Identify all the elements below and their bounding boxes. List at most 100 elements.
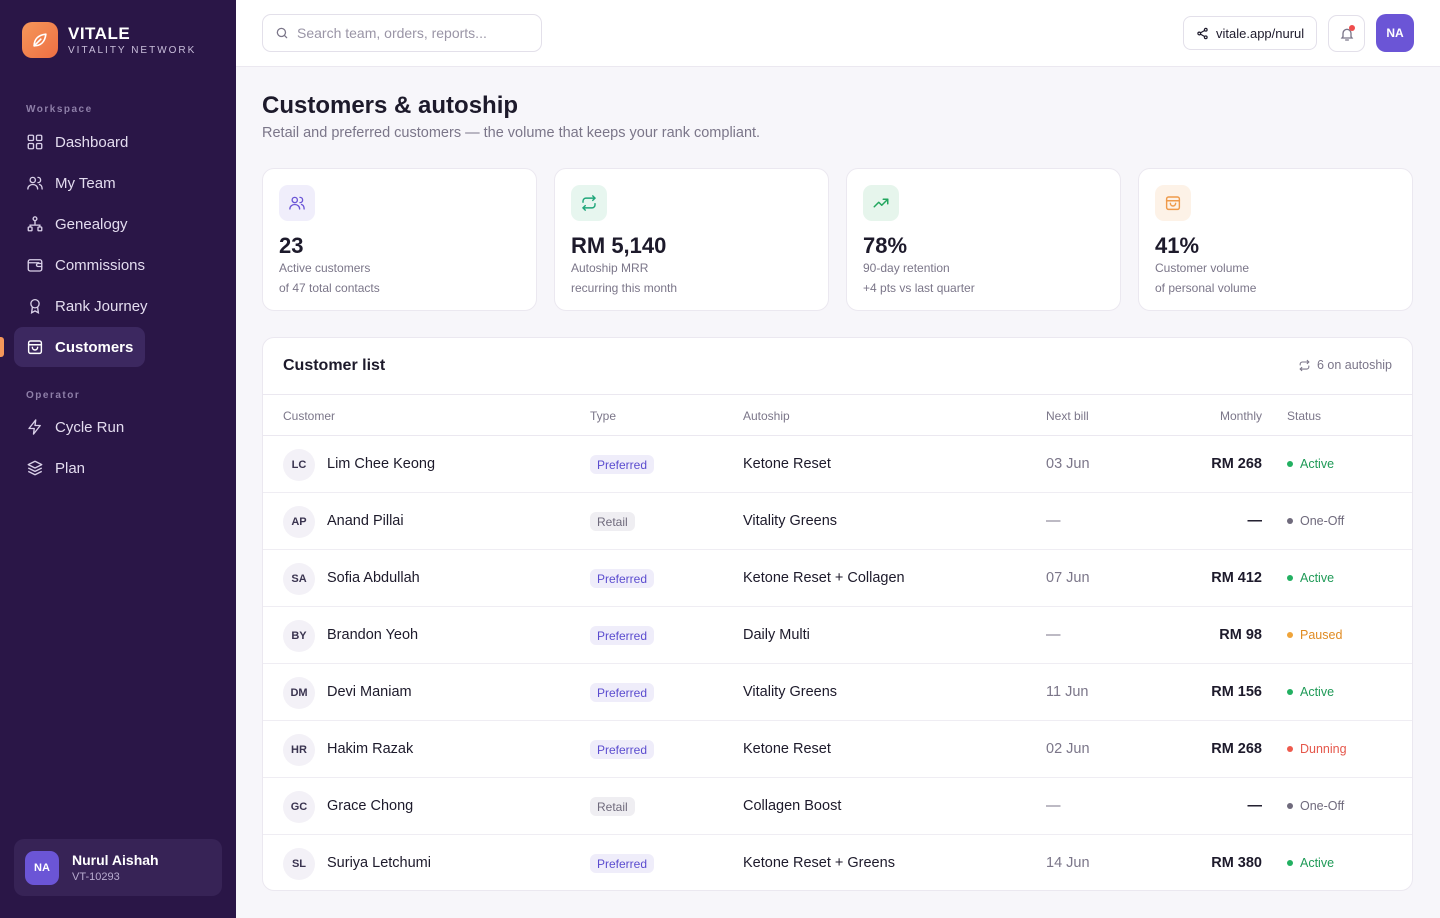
sidebar-item-dashboard[interactable]: Dashboard: [14, 122, 140, 162]
next-bill-date: —: [1046, 627, 1061, 643]
autoship-product: Daily Multi: [743, 627, 810, 643]
next-bill-date: 07 Jun: [1046, 570, 1090, 586]
table-row[interactable]: GC Grace Chong Retail Collagen Boost — — One-O…: [263, 778, 1412, 835]
status-badge: One-Off: [1287, 514, 1344, 528]
brand[interactable]: VITALE VITALITY NETWORK: [22, 22, 196, 58]
share-link-label: vitale.app/nurul: [1216, 25, 1305, 41]
table-row[interactable]: HR Hakim Razak Preferred Ketone Reset 02 Jun…: [263, 721, 1412, 778]
monthly-amount: RM 268: [1211, 456, 1262, 472]
bell-icon: [1340, 28, 1353, 41]
monthly-amount: RM 98: [1219, 627, 1262, 643]
customer-name[interactable]: Sofia Abdullah: [327, 570, 420, 586]
autoship-count-label: 6 on autoship: [1316, 358, 1392, 372]
column-header-monthly[interactable]: Monthly: [1219, 409, 1262, 423]
status-badge: Active: [1287, 457, 1334, 471]
sidebar-item-customers[interactable]: Customers: [14, 327, 146, 367]
kpi-value: 78%: [863, 233, 908, 258]
user-name: Nurul Aishah: [72, 852, 159, 868]
column-header-type[interactable]: Type: [590, 409, 617, 423]
column-header-status[interactable]: Status: [1287, 409, 1322, 423]
customer-name[interactable]: Hakim Razak: [327, 741, 414, 757]
customer-name[interactable]: Anand Pillai: [327, 513, 404, 529]
kpi-sub: of 47 total contacts: [279, 281, 380, 295]
sidebar-item-label: Commissions: [55, 256, 146, 274]
table-row[interactable]: BY Brandon Yeoh Preferred Daily Multi — RM 98…: [263, 607, 1412, 664]
status-badge: Active: [1287, 571, 1334, 585]
status-badge: Dunning: [1287, 742, 1347, 756]
customer-name[interactable]: Grace Chong: [327, 798, 414, 814]
share-icon: [1197, 27, 1208, 39]
monthly-amount: RM 380: [1211, 855, 1262, 871]
notification-dot: [1349, 25, 1355, 31]
customer-avatar: HR: [283, 734, 315, 766]
status-dot: [1287, 575, 1293, 581]
autoship-product: Collagen Boost: [743, 798, 842, 814]
kpi-card-retention: 78% 90-day retention +4 pts vs last quar…: [846, 168, 1121, 311]
sidebar-item-label: Customers: [55, 338, 134, 356]
column-header-customer[interactable]: Customer: [283, 409, 336, 423]
repeat-icon: [1299, 359, 1310, 371]
customer-name[interactable]: Brandon Yeoh: [327, 627, 419, 643]
status-badge: Paused: [1287, 628, 1342, 642]
kpi-card-customer-volume: 41% Customer volume of personal volume: [1138, 168, 1413, 311]
kpi-sub: +4 pts vs last quarter: [863, 281, 975, 295]
customer-list-title: Customer list: [283, 357, 386, 374]
status-dot: [1287, 803, 1293, 809]
leaf-logo-icon: [22, 22, 58, 58]
avatar[interactable]: NA: [1376, 14, 1414, 52]
autoship-product: Ketone Reset + Greens: [743, 855, 895, 871]
sidebar-item-label: Dashboard: [55, 133, 129, 151]
customer-avatar: GC: [283, 791, 315, 823]
customer-avatar: SA: [283, 563, 315, 595]
grid-icon: [27, 134, 43, 150]
type-badge: Preferred: [590, 740, 655, 759]
status-label: One-Off: [1300, 514, 1345, 528]
autoship-product: Ketone Reset: [743, 741, 831, 757]
tree-icon: [27, 216, 43, 232]
autoship-product: Vitality Greens: [743, 513, 838, 529]
share-link-button[interactable]: vitale.app/nurul: [1183, 16, 1318, 50]
sidebar-item-commissions[interactable]: Commissions: [14, 245, 157, 285]
next-bill-date: —: [1046, 798, 1061, 814]
status-dot: [1287, 461, 1293, 467]
search-icon: [276, 27, 288, 39]
search-input[interactable]: [297, 25, 527, 41]
status-badge: Active: [1287, 856, 1334, 870]
customer-avatar: LC: [283, 449, 315, 481]
kpi-label: Active customers: [279, 261, 371, 275]
sidebar-item-rank-journey[interactable]: Rank Journey: [14, 286, 160, 326]
kpi-label: 90-day retention: [863, 261, 950, 275]
column-header-autoship[interactable]: Autoship: [743, 409, 790, 423]
sidebar-item-label: Cycle Run: [55, 418, 125, 436]
status-label: Active: [1300, 571, 1335, 585]
sidebar-item-plan[interactable]: Plan: [14, 448, 97, 488]
page-subtitle: Retail and preferred customers — the vol…: [262, 125, 761, 141]
customer-name[interactable]: Suriya Letchumi: [327, 855, 431, 871]
monthly-amount: —: [1247, 798, 1263, 814]
status-label: One-Off: [1300, 799, 1345, 813]
kpi-label: Customer volume: [1155, 261, 1250, 275]
page-title: Customers & autoship: [262, 92, 519, 119]
table-row[interactable]: AP Anand Pillai Retail Vitality Greens — — One…: [263, 493, 1412, 550]
sidebar-item-my-team[interactable]: My Team: [14, 163, 128, 203]
sidebar-item-cycle-run[interactable]: Cycle Run: [14, 407, 136, 447]
status-dot: [1287, 632, 1293, 638]
sidebar-item-genealogy[interactable]: Genealogy: [14, 204, 140, 244]
user-profile-card[interactable]: NA Nurul Aishah VT-10293: [14, 839, 222, 896]
notifications-button[interactable]: [1328, 15, 1365, 52]
customer-name[interactable]: Devi Maniam: [327, 684, 412, 700]
table-row[interactable]: SA Sofia Abdullah Preferred Ketone Reset + …: [263, 550, 1412, 607]
column-header-next-bill[interactable]: Next bill: [1046, 409, 1089, 423]
customer-avatar: BY: [283, 620, 315, 652]
table-row[interactable]: LC Lim Chee Keong Preferred Ketone Reset 03 …: [263, 436, 1412, 493]
customer-avatar: DM: [283, 677, 315, 709]
trending-up-icon: [863, 185, 899, 221]
topbar: vitale.app/nurul NA: [236, 0, 1440, 67]
search-box[interactable]: [262, 14, 542, 52]
table-row[interactable]: DM Devi Maniam Preferred Vitality Greens 11 …: [263, 664, 1412, 721]
table-row[interactable]: SL Suriya Letchumi Preferred Ketone Reset +…: [263, 835, 1412, 890]
next-bill-date: —: [1046, 513, 1061, 529]
wallet-icon: [27, 259, 43, 272]
customer-name[interactable]: Lim Chee Keong: [327, 456, 436, 472]
table-header: Customer Type Autoship Next bill Monthly…: [263, 394, 1412, 436]
